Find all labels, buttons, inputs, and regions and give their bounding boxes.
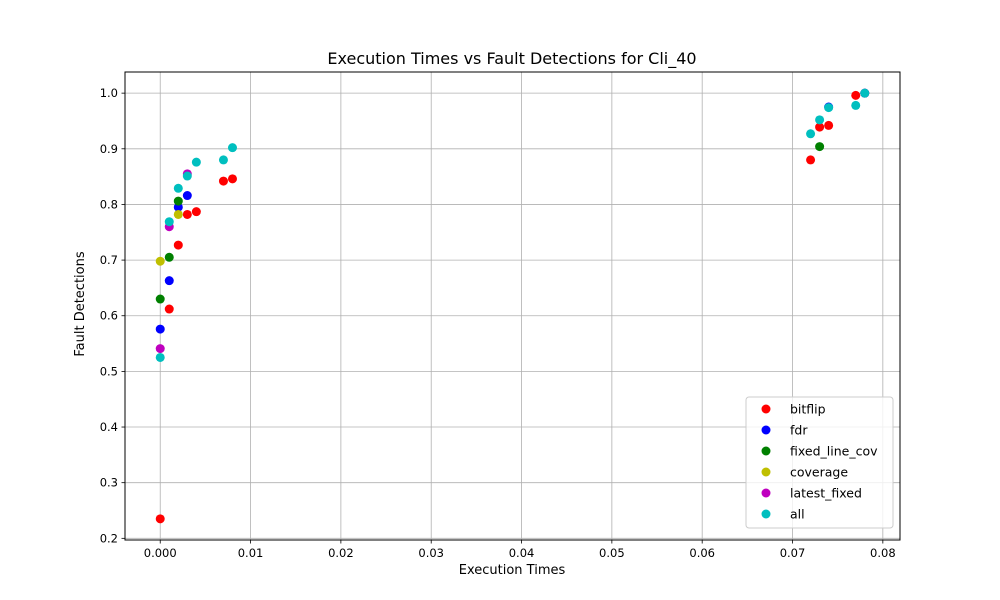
y-axis-label: Fault Detections — [73, 251, 88, 356]
legend-marker — [761, 509, 771, 519]
series-fixed-line-cov — [155, 142, 825, 304]
legend: bitflip fdr fixed_line_cov coverage latest_f… — [745, 396, 894, 529]
y-tick-label: 0.8 — [100, 197, 118, 211]
data-point — [191, 207, 201, 217]
legend-marker — [761, 488, 771, 498]
data-point — [155, 324, 165, 334]
y-tick-label: 0.3 — [100, 476, 118, 490]
x-axis-label: Execution Times — [459, 563, 566, 578]
legend-marker — [761, 446, 771, 456]
legend-box — [745, 396, 894, 529]
y-tick-label: 0.2 — [100, 531, 118, 545]
x-tick-label: 0.08 — [870, 546, 896, 560]
y-tick-label: 0.9 — [100, 142, 118, 156]
data-point — [851, 90, 861, 100]
data-point — [164, 304, 174, 314]
y-tick-label: 1.0 — [100, 86, 118, 100]
legend-label: fdr — [790, 423, 808, 438]
x-tick-label: 0.000 — [144, 546, 177, 560]
data-points — [155, 88, 870, 524]
legend-item-coverage: coverage — [761, 465, 848, 480]
series-coverage — [155, 209, 183, 266]
legend-item-bitflip: bitflip — [761, 402, 826, 417]
data-point — [824, 103, 834, 113]
data-point — [182, 191, 192, 201]
data-point — [155, 514, 165, 524]
data-point — [218, 176, 228, 186]
y-axis-ticks: 0.2 0.3 0.4 0.5 0.6 0.7 0.8 0.9 1.0 — [100, 86, 125, 545]
data-point — [173, 196, 183, 206]
x-axis-ticks: 0.000 0.01 0.02 0.03 0.04 0.05 0.06 0.07 0.08 — [144, 540, 896, 560]
data-point — [155, 344, 165, 354]
legend-marker — [761, 404, 771, 414]
data-point — [815, 122, 825, 132]
data-point — [218, 155, 228, 165]
data-point — [860, 88, 870, 98]
data-point — [824, 120, 834, 130]
legend-item-fixed-line-cov: fixed_line_cov — [761, 444, 878, 459]
data-point — [806, 129, 816, 139]
legend-marker — [761, 467, 771, 477]
x-tick-label: 0.06 — [689, 546, 715, 560]
data-point — [815, 115, 825, 125]
data-point — [851, 100, 861, 110]
legend-item-fdr: fdr — [761, 423, 808, 438]
data-point — [191, 157, 201, 167]
data-point — [164, 252, 174, 262]
data-point — [182, 209, 192, 219]
x-tick-label: 0.07 — [780, 546, 806, 560]
x-tick-label: 0.02 — [328, 546, 354, 560]
chart-title: Execution Times vs Fault Detections for … — [327, 49, 696, 69]
data-point — [173, 183, 183, 193]
data-point — [227, 174, 237, 184]
data-point — [806, 155, 816, 165]
data-point — [155, 294, 165, 304]
legend-marker — [761, 425, 771, 435]
data-point — [182, 171, 192, 181]
series-all — [155, 88, 870, 362]
x-tick-label: 0.05 — [599, 546, 625, 560]
plot-area-frame — [124, 71, 901, 541]
legend-item-latest-fixed: latest_fixed — [761, 486, 862, 501]
data-point — [173, 240, 183, 250]
data-point — [173, 209, 183, 219]
legend-label: fixed_line_cov — [790, 444, 878, 459]
y-tick-label: 0.6 — [100, 309, 118, 323]
data-point — [164, 276, 174, 286]
data-point — [227, 143, 237, 153]
x-tick-label: 0.04 — [509, 546, 535, 560]
data-point — [155, 256, 165, 266]
y-tick-label: 0.7 — [100, 253, 118, 267]
x-tick-label: 0.03 — [418, 546, 444, 560]
data-point — [164, 217, 174, 227]
x-tick-label: 0.01 — [238, 546, 264, 560]
legend-label: latest_fixed — [790, 486, 862, 501]
y-tick-label: 0.4 — [100, 420, 118, 434]
legend-label: all — [790, 507, 805, 522]
legend-item-all: all — [761, 507, 805, 522]
data-point — [815, 142, 825, 152]
legend-label: coverage — [790, 465, 848, 480]
legend-label: bitflip — [790, 402, 826, 417]
y-tick-label: 0.5 — [100, 364, 118, 378]
data-point — [155, 352, 165, 362]
